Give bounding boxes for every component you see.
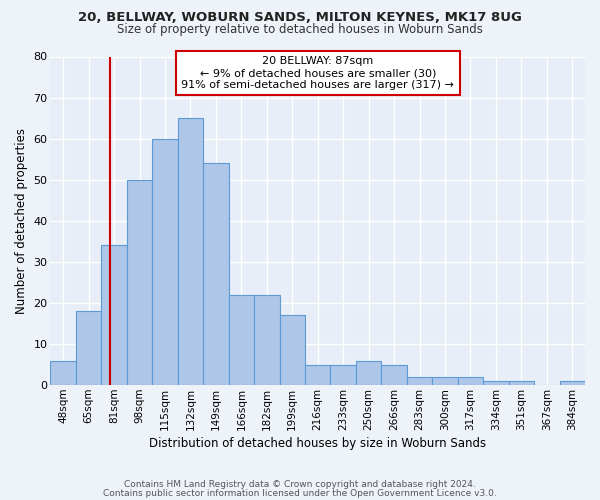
Y-axis label: Number of detached properties: Number of detached properties (15, 128, 28, 314)
Bar (178, 118, 203, 385)
Bar (280, 316, 305, 385)
Bar (101, 246, 127, 385)
Bar (254, 295, 280, 385)
Text: Size of property relative to detached houses in Woburn Sands: Size of property relative to detached ho… (117, 22, 483, 36)
Bar (152, 138, 178, 385)
X-axis label: Distribution of detached houses by size in Woburn Sands: Distribution of detached houses by size … (149, 437, 486, 450)
Bar (432, 377, 458, 385)
Bar (50, 360, 76, 385)
Bar (356, 360, 382, 385)
Bar (509, 381, 534, 385)
Bar (305, 364, 331, 385)
Bar (483, 381, 509, 385)
Text: Contains HM Land Registry data © Crown copyright and database right 2024.: Contains HM Land Registry data © Crown c… (124, 480, 476, 489)
Bar (331, 364, 356, 385)
Bar (407, 377, 432, 385)
Bar (229, 295, 254, 385)
Text: 20, BELLWAY, WOBURN SANDS, MILTON KEYNES, MK17 8UG: 20, BELLWAY, WOBURN SANDS, MILTON KEYNES… (78, 11, 522, 24)
Bar (560, 381, 585, 385)
Text: 20 BELLWAY: 87sqm
← 9% of detached houses are smaller (30)
91% of semi-detached : 20 BELLWAY: 87sqm ← 9% of detached house… (181, 56, 454, 90)
Bar (203, 164, 229, 385)
Bar (458, 377, 483, 385)
Bar (382, 364, 407, 385)
Text: Contains public sector information licensed under the Open Government Licence v3: Contains public sector information licen… (103, 488, 497, 498)
Bar (76, 311, 101, 385)
Bar (127, 180, 152, 385)
